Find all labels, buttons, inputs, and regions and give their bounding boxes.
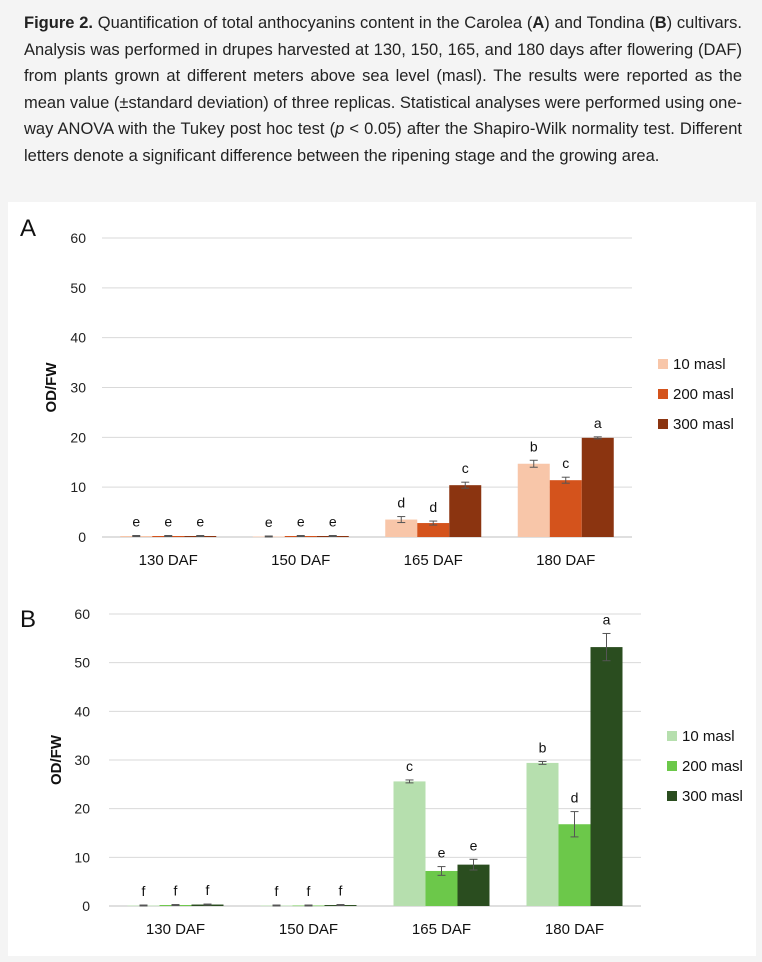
figure-caption: Figure 2. Quantification of total anthoc… (24, 10, 742, 169)
panel-b-x-tick-label: 180 DAF (545, 921, 604, 938)
panel-a-y-tick-label: 0 (78, 529, 86, 545)
panel-b-y-tick-label: 10 (74, 849, 90, 865)
panel-b-y-tick-label: 30 (74, 752, 90, 768)
panel-b-legend-label: 200 masl (682, 758, 743, 775)
panel-b-bar (393, 781, 426, 906)
panel-a-significance-letter: b (530, 438, 538, 454)
panel-a-legend-swatch (658, 419, 668, 429)
panel-b-significance-letter: f (275, 883, 279, 899)
panel-b-x-tick-label: 165 DAF (412, 921, 471, 938)
panel-b-significance-letter: f (307, 883, 311, 899)
panel-a-significance-letter: e (297, 514, 305, 530)
caption-text-2: ) and Tondina ( (544, 14, 655, 32)
panel-a-bar (517, 463, 550, 537)
panel-b-significance-letter: e (470, 837, 478, 853)
panel-a-y-tick-label: 20 (70, 429, 86, 445)
panel-b-y-axis-label: OD/FW (48, 734, 65, 785)
figure-panel (8, 202, 756, 956)
panel-b-significance-letter: f (142, 883, 146, 899)
panel-b-bar (457, 864, 490, 906)
panel-b-legend-swatch (667, 761, 677, 771)
panel-a-y-tick-label: 10 (70, 479, 86, 495)
panel-b-y-tick-label: 60 (74, 606, 90, 622)
panel-b-bar (526, 762, 559, 906)
panel-b-significance-letter: f (206, 882, 210, 898)
caption-bold-b: B (654, 14, 667, 32)
panel-b-significance-letter: e (438, 845, 446, 861)
panel-a-x-tick-label: 150 DAF (271, 552, 330, 569)
panel-b-significance-letter: f (339, 883, 343, 899)
panel-a-y-tick-label: 30 (70, 380, 86, 396)
panel-a-bar (549, 480, 582, 537)
panel-b-y-tick-label: 50 (74, 655, 90, 671)
panel-b-significance-letter: b (539, 739, 547, 755)
caption-bold-a: A (532, 14, 545, 32)
panel-a-legend-swatch (658, 389, 668, 399)
panel-a-significance-letter: c (462, 460, 469, 476)
panel-b-bar (590, 647, 623, 906)
panel-a-significance-letter: c (562, 455, 569, 471)
panel-a-significance-letter: a (594, 415, 602, 431)
panel-a-legend-label: 200 masl (673, 386, 734, 403)
panel-a-significance-letter: e (164, 514, 172, 530)
panel-a-bar (449, 485, 482, 537)
caption-text-3: ) cultivars. Analysis was performed in d… (24, 14, 743, 138)
panel-a-y-tick-label: 50 (70, 280, 86, 296)
panel-a-legend-label: 10 masl (673, 356, 726, 373)
panel-a-bar (385, 519, 418, 537)
figure-label: Figure 2. (24, 14, 93, 32)
panel-b-significance-letter: a (603, 611, 611, 627)
panel-b-legend-swatch (667, 791, 677, 801)
panel-a-significance-letter: d (429, 499, 437, 515)
caption-text-4: < 0.05) after the Shapiro-Wilk normality… (24, 120, 742, 165)
panel-b-significance-letter: d (571, 790, 579, 806)
panel-a-y-tick-label: 60 (70, 230, 86, 246)
panel-b-y-tick-label: 0 (82, 898, 90, 914)
panel-a-significance-letter: e (132, 514, 140, 530)
panel-a-significance-letter: e (265, 514, 273, 530)
panel-a-y-axis-label: OD/FW (43, 362, 60, 413)
caption-p-symbol: p (335, 120, 345, 138)
panel-a-legend-swatch (658, 359, 668, 369)
panel-a-bar (581, 437, 614, 537)
panel-a-y-tick-label: 40 (70, 330, 86, 346)
panel-b-legend-label: 10 masl (682, 728, 735, 745)
panel-b-bar (425, 870, 458, 906)
panel-b-y-tick-label: 20 (74, 801, 90, 817)
panel-b-legend-label: 300 masl (682, 788, 743, 805)
panel-a-significance-letter: e (196, 514, 204, 530)
panel-b-y-tick-label: 40 (74, 703, 90, 719)
panel-b-legend-swatch (667, 731, 677, 741)
panel-a-label: A (20, 215, 36, 242)
panel-b-x-tick-label: 130 DAF (146, 921, 205, 938)
panel-b-label: B (20, 606, 36, 633)
panel-a-bar (417, 523, 450, 537)
panel-b-significance-letter: f (174, 883, 178, 899)
panel-a-legend-label: 300 masl (673, 416, 734, 433)
panel-a-significance-letter: d (397, 495, 405, 511)
panel-b-significance-letter: c (406, 758, 413, 774)
panel-b-bar (558, 824, 591, 906)
panel-a-x-tick-label: 130 DAF (139, 552, 198, 569)
panel-b-x-tick-label: 150 DAF (279, 921, 338, 938)
caption-text-1: Quantification of total anthocyanins con… (92, 14, 533, 32)
panel-a-x-tick-label: 165 DAF (404, 552, 463, 569)
panel-a-x-tick-label: 180 DAF (536, 552, 595, 569)
panel-a-significance-letter: e (329, 514, 337, 530)
